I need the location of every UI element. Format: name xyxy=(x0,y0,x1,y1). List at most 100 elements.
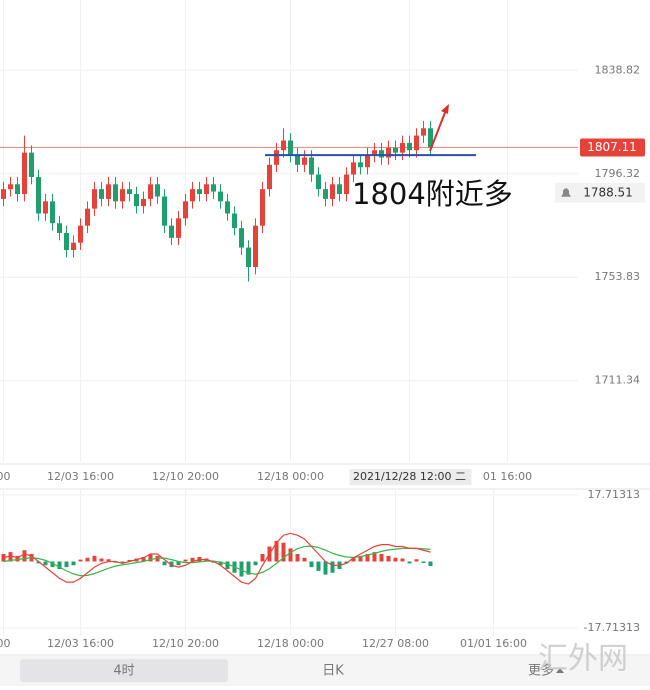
macd-bar xyxy=(351,557,356,562)
macd-bar xyxy=(239,561,244,577)
candle-body xyxy=(8,184,13,190)
macd-bar xyxy=(386,555,391,562)
candle-body xyxy=(239,228,244,248)
macd-bar xyxy=(43,561,48,566)
x-tick-label: 12/10 20:00 xyxy=(152,637,219,650)
macd-bar xyxy=(344,561,349,564)
macd-bar xyxy=(393,557,398,562)
candle-body xyxy=(15,184,20,195)
macd-bar xyxy=(218,561,223,566)
tab-caret xyxy=(556,668,564,673)
macd-bar xyxy=(36,561,41,564)
candle-body xyxy=(204,184,209,195)
candle-body xyxy=(351,162,356,175)
candle-body xyxy=(57,223,62,233)
candle-body xyxy=(71,242,76,251)
macd-bar xyxy=(330,561,335,573)
candle-body xyxy=(267,164,272,190)
alert-price-label: 1788.51 xyxy=(583,185,633,199)
candle-body xyxy=(274,150,279,165)
macd-bar xyxy=(246,561,251,575)
macd-bar xyxy=(407,561,412,564)
macd-bar xyxy=(274,540,279,562)
tab[interactable]: 日K xyxy=(322,664,344,679)
alert-tag xyxy=(555,182,645,203)
macd-bar xyxy=(323,561,328,575)
candle-body xyxy=(134,194,139,207)
tab-selected-bg xyxy=(20,659,228,682)
candle-body xyxy=(148,184,153,199)
candle-body xyxy=(22,152,27,195)
x-tick-label: 12/27 08:00 xyxy=(362,637,429,650)
candle-body xyxy=(78,225,83,243)
macd-bar xyxy=(22,550,27,562)
candle-body xyxy=(288,140,293,156)
annotation: 1804附近多 xyxy=(352,177,513,211)
candle-body xyxy=(337,184,342,195)
x-tick-label: 12/18 00:00 xyxy=(257,470,324,483)
candle-body xyxy=(120,189,125,202)
macd-bar xyxy=(92,555,97,562)
macd-bar xyxy=(414,559,419,562)
candle-body xyxy=(43,201,48,214)
candle-body xyxy=(414,135,419,151)
x-tick-label: 12/03 16:00 xyxy=(47,637,114,650)
macd-bar xyxy=(120,561,125,564)
macd-bar xyxy=(78,559,83,562)
candle-body xyxy=(316,174,321,190)
macd-bar xyxy=(281,542,286,562)
macd-bar xyxy=(162,561,167,566)
x-tick-label: 01/01 16:00 xyxy=(460,637,527,650)
candle-body xyxy=(393,147,398,153)
candle-body xyxy=(190,189,195,202)
macd-bar xyxy=(253,561,258,566)
macd-bar xyxy=(225,561,230,570)
macd-bar xyxy=(141,556,146,562)
macd-bar xyxy=(148,553,153,562)
candle-body xyxy=(260,189,265,226)
tab[interactable]: 4时 xyxy=(113,664,134,679)
candle-body xyxy=(113,184,118,202)
candle-body xyxy=(400,142,405,153)
candle-body xyxy=(64,232,69,251)
candle-body xyxy=(323,189,328,199)
candle-body xyxy=(50,201,55,224)
candle-body xyxy=(36,176,41,214)
macd-bar xyxy=(183,559,188,562)
candle-body xyxy=(141,198,146,207)
candle-body xyxy=(309,157,314,175)
y-tick-label: 1711.34 xyxy=(595,374,641,387)
candle-body xyxy=(407,142,412,151)
macd-bar xyxy=(8,552,13,562)
macd-bar xyxy=(421,561,426,564)
macd-bar xyxy=(57,561,62,570)
candle-body xyxy=(421,128,426,136)
macd-bar xyxy=(190,557,195,562)
macd-bar xyxy=(169,561,174,568)
candle-body xyxy=(85,208,90,226)
macd-bar xyxy=(400,558,405,562)
candle-body xyxy=(379,150,384,158)
macd-bar xyxy=(372,552,377,562)
macd-bar xyxy=(295,553,300,562)
candle-body xyxy=(225,201,230,214)
price-panel: 1838.82 1796.32 1753.83 1711.34 00 12/03 16:0… xyxy=(0,0,645,485)
dif-line xyxy=(3,532,431,585)
tab[interactable]: 更多 xyxy=(528,663,554,679)
candle-body xyxy=(372,150,377,156)
candle-body xyxy=(232,213,237,229)
candle-body xyxy=(211,184,216,192)
y-tick-label: -17.71313 xyxy=(584,621,640,634)
candle-body xyxy=(183,201,188,219)
watermark: 汇外网 xyxy=(538,642,628,677)
macd-bar xyxy=(309,561,314,568)
candle-body xyxy=(281,140,286,151)
macd-panel: 17.71313 -17.71313 00 12/03 16:00 12/10 20:0… xyxy=(0,488,640,650)
y-tick-label: 1796.32 xyxy=(595,167,641,180)
macd-bar xyxy=(106,559,111,562)
macd-bar xyxy=(302,557,307,562)
x-tick-label: 2021/12/28 12:00 二 xyxy=(353,470,466,483)
candle-body xyxy=(246,247,251,268)
